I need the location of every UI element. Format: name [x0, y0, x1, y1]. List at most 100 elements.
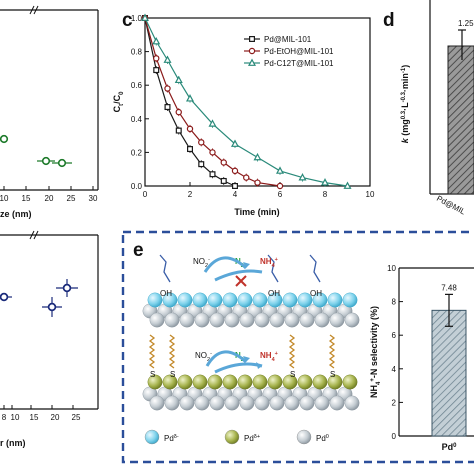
s-label: S	[330, 370, 335, 379]
pd-delta-minus-atom	[222, 292, 238, 308]
pd-delta-plus-atom	[267, 374, 283, 390]
ammonium-label-top: NH4+	[260, 257, 278, 269]
s-label: S	[290, 370, 295, 379]
panel-d-bar	[447, 45, 474, 195]
thiol-chain	[168, 334, 176, 369]
pd0-atom	[269, 312, 285, 328]
panel-c-xtick-label: 0	[143, 190, 148, 199]
arrow-to-nh4-top	[214, 269, 263, 282]
pd-delta-plus-atom	[282, 374, 298, 390]
pd-delta-plus-atom	[192, 374, 208, 390]
pd-delta-plus-atom	[237, 374, 253, 390]
panel-c-xlabel: Time (min)	[234, 207, 279, 217]
pd0-atom	[329, 312, 345, 328]
panel-c-series	[140, 13, 352, 189]
thiol-chain	[288, 334, 296, 369]
left-top-xtick: 30	[89, 194, 98, 203]
pd0-atom	[209, 395, 225, 411]
panel-c-legend-marker	[249, 35, 256, 42]
panel-c-data-point	[208, 119, 217, 127]
panel-c-data-point	[243, 174, 250, 181]
panel-c-data-point	[175, 108, 182, 116]
pd-delta-minus-atom	[237, 292, 253, 308]
left-bottom-xlabel: r (nm)	[0, 438, 26, 448]
legend-atom-swatch	[224, 429, 240, 445]
pd0-atom	[149, 395, 165, 411]
panel-c-xtick-label: 2	[188, 190, 193, 199]
legend-atom-label: Pdδ+	[244, 434, 260, 443]
panel-d-letter: d	[383, 10, 395, 31]
pd-delta-plus-atom	[297, 374, 313, 390]
panel-e-dashed-frame	[121, 230, 474, 464]
pd-delta-minus-atom	[147, 292, 163, 308]
oh-label: OH	[268, 289, 280, 298]
pd0-atom	[254, 312, 270, 328]
panel-c-data-point	[140, 13, 150, 21]
pd0-atom	[149, 312, 165, 328]
panel-c-data-point	[163, 55, 172, 63]
panel-c-data-point	[275, 166, 285, 174]
panel-c-legend-label: Pd-EtOH@MIL-101	[264, 47, 334, 56]
pd0-atom	[239, 312, 255, 328]
panel-d-chart: 1.25 Pd@MIL k (mg0.3·L-0.3·min-1)	[400, 0, 474, 217]
legend-atom-swatch	[144, 429, 160, 445]
left-bottom-ticks	[3, 405, 74, 409]
pd0-atom	[254, 395, 270, 411]
panel-c-data-point	[209, 171, 216, 178]
left-bottom-point	[56, 279, 78, 297]
oh-label: OH	[310, 289, 322, 298]
arrow-to-n2-bottom	[205, 350, 248, 367]
left-top-point	[52, 158, 72, 168]
nitrite-label-bottom: NO2-	[195, 351, 212, 363]
oh-ligand	[309, 254, 321, 283]
panel-c-ytick-label: 0.0	[131, 182, 143, 191]
panel-c-xtick-label: 8	[323, 190, 328, 199]
panel-c-series-line	[144, 17, 348, 187]
pd0-atom	[224, 312, 240, 328]
panel-c-data-point	[209, 149, 216, 156]
oh-ligand	[267, 254, 279, 283]
legend-atom-label: Pdδ-	[164, 434, 179, 443]
pd0-atom	[314, 312, 330, 328]
pd-delta-minus-atom	[252, 292, 268, 308]
thiol-chain	[148, 334, 156, 369]
left-bottom-point	[0, 292, 12, 302]
selectivity-ytick-label: 2	[392, 398, 397, 407]
selectivity-ytick-label: 10	[387, 264, 396, 273]
pd0-atom	[299, 395, 315, 411]
pd-delta-minus-atom	[342, 292, 358, 308]
panel-d-ylabel: k (mg0.3·L-0.3·min-1)	[400, 65, 410, 144]
panel-c-series	[142, 15, 239, 190]
panel-c-ytick-label: 0.6	[131, 81, 143, 90]
left-top-xtick: 25	[67, 194, 76, 203]
left-bottom-xtick: 20	[51, 413, 60, 422]
pd-delta-plus-atom	[177, 374, 193, 390]
pd-delta-minus-atom	[267, 292, 283, 308]
panel-c-series-group	[140, 13, 352, 190]
left-top-point	[37, 156, 55, 166]
pd0-atom	[194, 395, 210, 411]
pd-delta-minus-atom	[312, 292, 328, 308]
panel-c-legend: Pd@MIL-101 Pd-EtOH@MIL-101 Pd-C12T@MIL-101	[244, 35, 334, 68]
panel-c-data-point	[253, 152, 262, 161]
legend-atom-label: Pd0	[316, 434, 329, 443]
left-bottom-xtick: 25	[72, 413, 81, 422]
pd0-atom	[164, 395, 180, 411]
panel-c-data-point	[152, 37, 161, 45]
left-top-point	[0, 134, 9, 144]
pd0-atom	[284, 312, 300, 328]
arrow-to-n2-top	[203, 256, 248, 273]
panel-c-series-line	[144, 17, 281, 187]
panel-c-data-point	[298, 173, 307, 181]
selectivity-value-label: 7.48	[441, 283, 457, 292]
left-bottom-panel: 8 10 15 20 25 r (nm)	[0, 230, 99, 448]
pd-delta-plus-atom	[222, 374, 238, 390]
arrow-to-nh4-bottom	[214, 362, 263, 374]
pd-delta-minus-atom	[162, 292, 178, 308]
thiol-chain	[328, 334, 336, 369]
pd-surface-bottom	[142, 374, 360, 411]
pd0-atom	[299, 312, 315, 328]
thiol-ligand-group	[148, 334, 336, 369]
panel-c-data-point	[186, 125, 194, 133]
pd0-atom	[164, 312, 180, 328]
